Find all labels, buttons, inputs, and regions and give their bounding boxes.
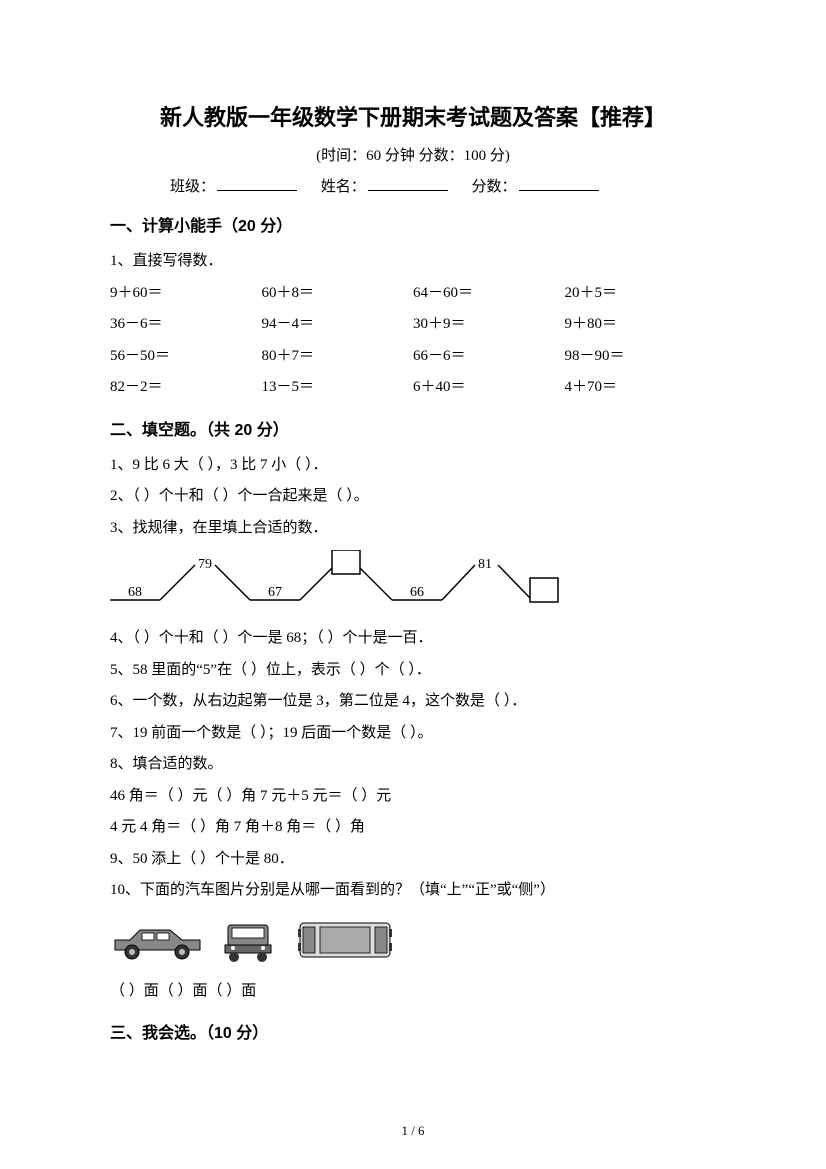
- calc-cell: 82－2＝: [110, 372, 262, 404]
- s2-q8: 8、填合适的数。: [110, 749, 716, 781]
- s2-q8a: 46 角＝（ ）元（ ）角 7 元＋5 元＝（ ）元: [110, 781, 716, 813]
- info-line: 班级： 姓名： 分数：: [110, 175, 716, 196]
- s2-q9: 9、50 添上（ ）个十是 80．: [110, 844, 716, 876]
- name-blank: [368, 177, 448, 191]
- calc-cell: 4＋70＝: [565, 372, 717, 404]
- pat-a: 68: [128, 585, 142, 600]
- car-front-icon: [225, 925, 271, 962]
- calc-cell: 20＋5＝: [565, 278, 717, 310]
- calc-cell: 36－6＝: [110, 309, 262, 341]
- calc-cell: 80＋7＝: [262, 341, 414, 373]
- pat-d: 66: [410, 585, 424, 600]
- calc-cell: 94－4＝: [262, 309, 414, 341]
- name-label: 姓名：: [321, 179, 366, 195]
- pat-b: 79: [198, 557, 212, 572]
- score-blank: [519, 177, 599, 191]
- s2-q7: 7、19 前面一个数是（ ）；19 后面一个数是（ ）。: [110, 718, 716, 750]
- pat-c: 67: [268, 585, 282, 600]
- calc-cell: 13－5＝: [262, 372, 414, 404]
- car-side-icon: [115, 930, 200, 959]
- car-images: [110, 915, 716, 970]
- calc-cell: 56－50＝: [110, 341, 262, 373]
- pat-e: 81: [478, 557, 492, 572]
- s2-q3: 3、找规律，在里填上合适的数．: [110, 513, 716, 545]
- class-blank: [217, 177, 297, 191]
- calc-cell: 6＋40＝: [413, 372, 565, 404]
- section-2-heading: 二、填空题。（共 20 分）: [110, 416, 716, 440]
- section-3-heading: 三、我会选。（10 分）: [110, 1019, 716, 1043]
- s2-q10: 10、下面的汽车图片分别是从哪一面看到的？（填“上”“正”或“侧”）: [110, 875, 716, 907]
- s2-q8b: 4 元 4 角＝（ ）角 7 角＋8 角＝（ ）角: [110, 812, 716, 844]
- s2-q10b: （ ）面（ ）面（ ）面: [110, 976, 716, 1008]
- car-top-icon: [298, 923, 392, 957]
- calc-cell: 30＋9＝: [413, 309, 565, 341]
- pattern-diagram: 68 79 67 66 81: [110, 550, 716, 615]
- section-1-heading: 一、计算小能手（20 分）: [110, 212, 716, 236]
- pat-box-1: [332, 550, 360, 574]
- page-number: 1 / 6: [0, 1123, 826, 1139]
- calc-cell: 66－6＝: [413, 341, 565, 373]
- calc-cell: 98－90＝: [565, 341, 717, 373]
- s2-q1: 1、9 比 6 大（ ），3 比 7 小（ ）．: [110, 450, 716, 482]
- s2-q2: 2、（ ）个十和（ ）个一合起来是（ ）。: [110, 481, 716, 513]
- s2-q6: 6、一个数，从右边起第一位是 3，第二位是 4，这个数是（ ）．: [110, 686, 716, 718]
- calc-cell: 64－60＝: [413, 278, 565, 310]
- s2-q4: 4、（ ）个十和（ ）个一是 68；（ ）个十是一百．: [110, 623, 716, 655]
- class-label: 班级：: [170, 179, 215, 195]
- pat-box-2: [530, 578, 558, 602]
- calc-cell: 9＋80＝: [565, 309, 717, 341]
- calc-cell: 9＋60＝: [110, 278, 262, 310]
- calc-cell: 60＋8＝: [262, 278, 414, 310]
- calc-grid: 9＋60＝ 60＋8＝ 64－60＝ 20＋5＝ 36－6＝ 94－4＝ 30＋…: [110, 278, 716, 404]
- score-label: 分数：: [472, 179, 517, 195]
- s2-q5: 5、58 里面的“5”在（ ）位上，表示（ ）个（ ）．: [110, 655, 716, 687]
- subtitle: (时间：60 分钟 分数：100 分): [110, 144, 716, 165]
- s1-q1: 1、直接写得数．: [110, 246, 716, 278]
- page-title: 新人教版一年级数学下册期末考试题及答案【推荐】: [110, 100, 716, 132]
